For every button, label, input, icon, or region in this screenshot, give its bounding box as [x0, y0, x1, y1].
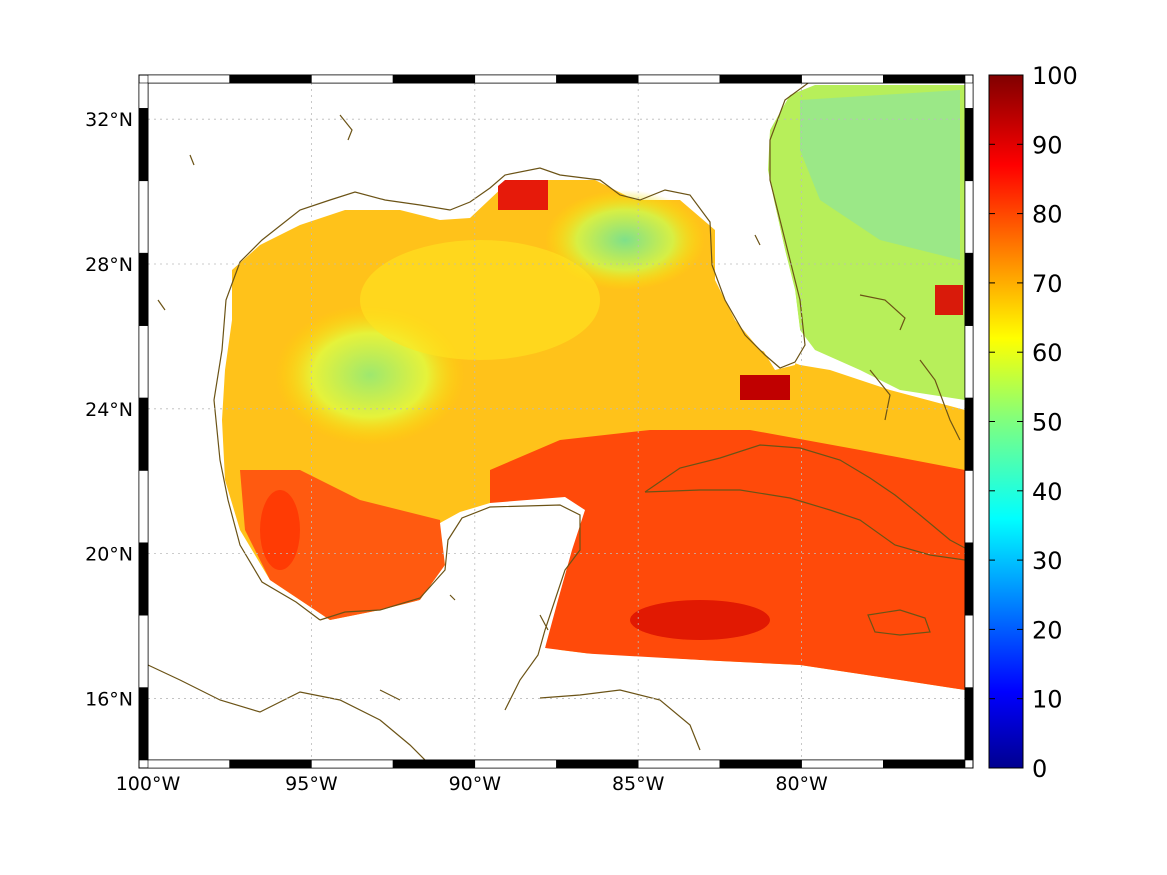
border-segment [138, 180, 149, 254]
border-segment [637, 74, 721, 84]
jamaica-coast [867, 609, 931, 636]
gulf-coast-land [148, 83, 640, 625]
border-segment [964, 397, 974, 471]
border-segment [474, 759, 557, 769]
border-segment [138, 325, 149, 399]
hotspot-bahamas [935, 285, 963, 315]
border-segment [964, 687, 974, 761]
border-segment [964, 470, 974, 544]
hotspot-sw [260, 490, 300, 570]
border-segment [719, 74, 802, 84]
colorbar-tick-label: 100 [1032, 62, 1078, 90]
lat-tick-label: 16°N [85, 688, 133, 710]
colorbar-tick-label: 10 [1032, 686, 1063, 714]
border-segment [964, 82, 974, 109]
border-segment [801, 74, 884, 84]
bahamas-coast [859, 294, 961, 441]
border-segment [882, 74, 966, 84]
lon-tick-label: 100°W [116, 773, 181, 795]
lat-tick-label: 20°N [85, 544, 133, 566]
border-segment [964, 180, 974, 254]
colorbar-tick-label: 80 [1032, 201, 1063, 229]
us-gulf-coast [213, 83, 810, 621]
border-segment [311, 759, 394, 769]
ne-gulf-cool [545, 190, 705, 290]
border-segment [801, 759, 884, 769]
border-segment [964, 614, 974, 688]
border-segment [229, 74, 312, 84]
lat-tick-label: 32°N [85, 109, 133, 131]
border-segment [392, 759, 476, 769]
border-segment [556, 74, 639, 84]
border-segment [964, 108, 974, 182]
border-segment [138, 470, 149, 544]
lon-tick-label: 95°W [285, 773, 338, 795]
coastlines [148, 83, 965, 760]
colorbar-tick-label: 50 [1032, 409, 1063, 437]
border-segment [138, 108, 149, 182]
border-segment [311, 74, 394, 84]
border-segment [882, 759, 966, 769]
mexico-coast [319, 504, 581, 711]
caribbean-field [490, 430, 965, 690]
border-segment [229, 759, 312, 769]
colorbar-tick-label: 30 [1032, 547, 1063, 575]
border-segment [147, 74, 230, 84]
lat-tick-label: 24°N [85, 399, 133, 421]
yucatan-land [148, 497, 585, 648]
border-segment [637, 759, 721, 769]
border-segment [138, 614, 149, 688]
colorbar-tick-label: 70 [1032, 270, 1063, 298]
border-segment [138, 252, 149, 326]
border-segment [474, 74, 557, 84]
border-segment [392, 74, 476, 84]
graticule [148, 83, 965, 760]
border-segment [138, 542, 149, 616]
hotspot-keys [740, 375, 790, 400]
colorbar-tick-label: 90 [1032, 131, 1063, 159]
land [148, 83, 965, 760]
border-segment [138, 397, 149, 471]
honduras-coast [539, 689, 701, 751]
lat-tick-label: 28°N [85, 254, 133, 276]
border-segment [964, 325, 974, 399]
border-segment [719, 759, 802, 769]
border-segment [147, 759, 230, 769]
border-segment [138, 82, 149, 109]
colorbar-tick-label: 40 [1032, 478, 1063, 506]
lon-tick-label: 90°W [449, 773, 502, 795]
hotspot-delta [498, 180, 548, 210]
border-segment [964, 542, 974, 616]
south-land [148, 648, 965, 760]
atlantic-green [800, 90, 960, 260]
border-segment [556, 759, 639, 769]
map-border-ticks [138, 74, 974, 769]
border-segment [964, 252, 974, 326]
colorbar-tick-label: 0 [1032, 755, 1047, 783]
hotspot-south [630, 600, 770, 640]
border-segment [138, 687, 149, 761]
florida-land [640, 83, 815, 370]
lon-tick-label: 80°W [775, 773, 828, 795]
colorbar-tick-label: 60 [1032, 339, 1063, 367]
cuba-coast [644, 444, 965, 561]
colorbar-tick-label: 20 [1032, 616, 1063, 644]
central-america-coast [148, 664, 426, 760]
data-field [222, 85, 965, 690]
central-yellow [360, 240, 600, 360]
small-islands [157, 114, 761, 701]
lon-tick-label: 85°W [612, 773, 665, 795]
longitude-labels: 100°W 95°W 90°W 85°W 80°W [116, 773, 828, 795]
latitude-labels: 32°N 28°N 24°N 20°N 16°N [85, 109, 133, 710]
